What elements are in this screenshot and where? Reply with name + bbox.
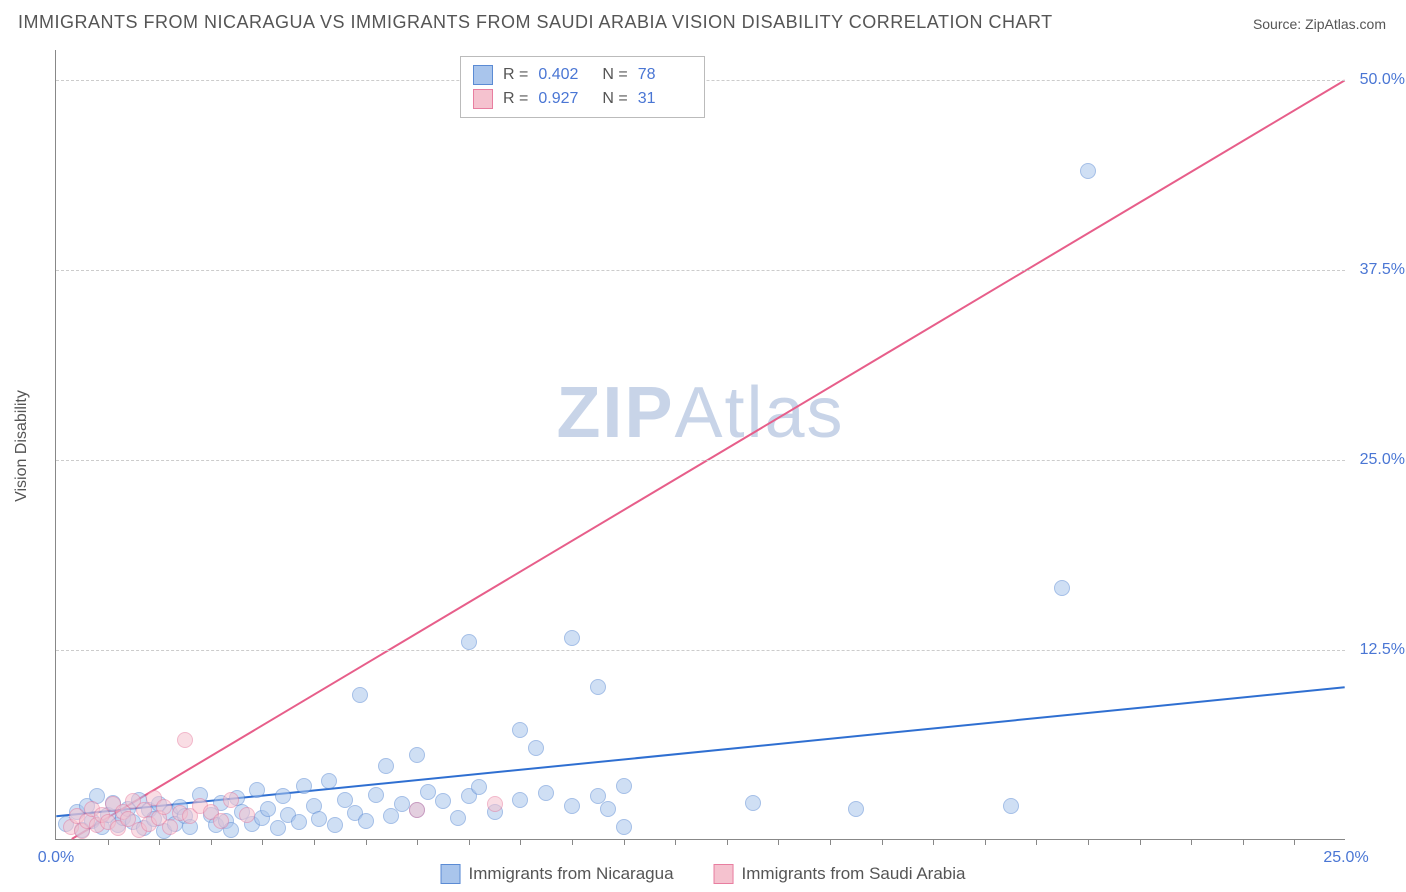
x-tick bbox=[1140, 839, 1141, 845]
data-point bbox=[616, 819, 632, 835]
gridline bbox=[56, 270, 1345, 271]
gridline bbox=[56, 650, 1345, 651]
x-tick bbox=[933, 839, 934, 845]
x-tick bbox=[727, 839, 728, 845]
x-tick bbox=[675, 839, 676, 845]
x-tick bbox=[366, 839, 367, 845]
legend-item: Immigrants from Nicaragua bbox=[441, 864, 674, 884]
x-tick bbox=[778, 839, 779, 845]
x-tick bbox=[1088, 839, 1089, 845]
data-point bbox=[487, 796, 503, 812]
x-tick-label: 25.0% bbox=[1323, 849, 1368, 867]
x-tick bbox=[1036, 839, 1037, 845]
y-tick-label: 50.0% bbox=[1360, 71, 1405, 89]
data-point bbox=[461, 634, 477, 650]
data-point bbox=[239, 807, 255, 823]
legend-stat-row: R = 0.402N = 78 bbox=[473, 63, 692, 87]
data-point bbox=[450, 810, 466, 826]
data-point bbox=[337, 792, 353, 808]
x-tick bbox=[262, 839, 263, 845]
data-point bbox=[745, 795, 761, 811]
data-point bbox=[848, 801, 864, 817]
x-tick bbox=[882, 839, 883, 845]
x-tick bbox=[159, 839, 160, 845]
x-tick bbox=[830, 839, 831, 845]
x-tick bbox=[417, 839, 418, 845]
data-point bbox=[162, 819, 178, 835]
data-point bbox=[275, 788, 291, 804]
plot-area: ZIPAtlas 12.5%25.0%37.5%50.0%0.0%25.0% bbox=[55, 50, 1345, 840]
x-tick bbox=[314, 839, 315, 845]
data-point bbox=[409, 802, 425, 818]
legend-swatch bbox=[714, 864, 734, 884]
x-tick bbox=[1191, 839, 1192, 845]
data-point bbox=[564, 630, 580, 646]
data-point bbox=[260, 801, 276, 817]
data-point bbox=[156, 799, 172, 815]
legend-swatch bbox=[473, 65, 493, 85]
data-point bbox=[600, 801, 616, 817]
data-point bbox=[352, 687, 368, 703]
legend-stat-row: R = 0.927N = 31 bbox=[473, 87, 692, 111]
data-point bbox=[409, 747, 425, 763]
x-tick bbox=[108, 839, 109, 845]
y-axis-label: Vision Disability bbox=[13, 390, 31, 502]
data-point bbox=[616, 778, 632, 794]
data-point bbox=[435, 793, 451, 809]
x-tick bbox=[211, 839, 212, 845]
chart-title: IMMIGRANTS FROM NICARAGUA VS IMMIGRANTS … bbox=[18, 12, 1053, 33]
data-point bbox=[538, 785, 554, 801]
gridline bbox=[56, 460, 1345, 461]
legend-label: Immigrants from Saudi Arabia bbox=[742, 864, 966, 884]
data-point bbox=[1080, 163, 1096, 179]
y-tick-label: 25.0% bbox=[1360, 451, 1405, 469]
x-tick bbox=[469, 839, 470, 845]
data-point bbox=[590, 679, 606, 695]
data-point bbox=[564, 798, 580, 814]
data-point bbox=[1003, 798, 1019, 814]
y-tick-label: 12.5% bbox=[1360, 641, 1405, 659]
data-point bbox=[296, 778, 312, 794]
trend-lines-layer bbox=[56, 50, 1345, 839]
x-tick bbox=[1294, 839, 1295, 845]
data-point bbox=[358, 813, 374, 829]
x-tick bbox=[624, 839, 625, 845]
legend-swatch bbox=[441, 864, 461, 884]
data-point bbox=[471, 779, 487, 795]
x-tick bbox=[1243, 839, 1244, 845]
data-point bbox=[394, 796, 410, 812]
data-point bbox=[223, 792, 239, 808]
data-point bbox=[213, 813, 229, 829]
x-tick bbox=[520, 839, 521, 845]
data-point bbox=[368, 787, 384, 803]
data-point bbox=[311, 811, 327, 827]
legend-label: Immigrants from Nicaragua bbox=[469, 864, 674, 884]
data-point bbox=[249, 782, 265, 798]
data-point bbox=[177, 732, 193, 748]
legend-stats: R = 0.402N = 78R = 0.927N = 31 bbox=[460, 56, 705, 118]
data-point bbox=[1054, 580, 1070, 596]
y-tick-label: 37.5% bbox=[1360, 261, 1405, 279]
data-point bbox=[270, 820, 286, 836]
source-label: Source: ZipAtlas.com bbox=[1253, 16, 1386, 32]
trend-line bbox=[56, 687, 1344, 816]
legend-bottom: Immigrants from Nicaragua Immigrants from… bbox=[441, 864, 966, 884]
x-tick bbox=[985, 839, 986, 845]
data-point bbox=[528, 740, 544, 756]
data-point bbox=[512, 722, 528, 738]
x-tick bbox=[572, 839, 573, 845]
data-point bbox=[420, 784, 436, 800]
data-point bbox=[378, 758, 394, 774]
data-point bbox=[321, 773, 337, 789]
legend-item: Immigrants from Saudi Arabia bbox=[714, 864, 966, 884]
data-point bbox=[512, 792, 528, 808]
data-point bbox=[291, 814, 307, 830]
x-tick-label: 0.0% bbox=[38, 849, 74, 867]
legend-swatch bbox=[473, 89, 493, 109]
data-point bbox=[327, 817, 343, 833]
